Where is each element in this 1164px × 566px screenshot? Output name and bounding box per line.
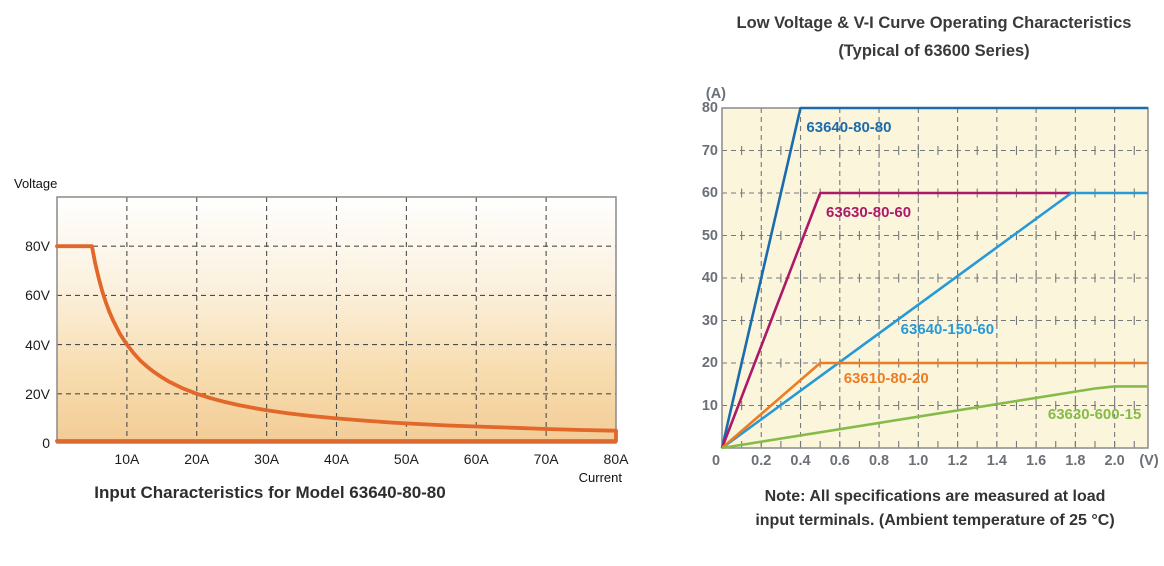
vi-line-63630-80-60 [720,191,1072,449]
vi-line-label-63630-600-15: 63630-600-15 [1048,406,1141,423]
left-x-tick: 60A [463,451,489,467]
right-y-tick: 20 [701,355,718,371]
vi-line-63640-80-80 [720,106,1148,449]
left-chart-caption: Input Characteristics for Model 63640-80… [94,483,446,502]
vi-line-63630-600-15 [721,385,1148,450]
right-chart-y-axis-unit: (A) [705,86,726,102]
left-y-tick: 80V [25,238,50,255]
right-x-tick: 0.4 [790,453,811,469]
left-x-tick: 10A [114,451,140,467]
left-chart-x-axis-title: Current [578,470,622,485]
left-x-tick: 20A [184,451,210,467]
right-y-tick: 70 [701,142,718,159]
left-y-tick: 0 [42,435,50,451]
right-x-tick: 1.0 [908,453,929,469]
vi-line-label-63630-80-60: 63630-80-60 [826,204,911,221]
left-y-tick: 60V [25,287,50,304]
right-x-tick: 1.8 [1065,453,1086,469]
vi-line-label-63610-80-20: 63610-80-20 [844,370,929,387]
left-x-tick: 30A [254,451,280,467]
right-chart-title-line1: Low Voltage & V-I Curve Operating Charac… [736,14,1132,32]
vi-line-label-63640-80-80: 63640-80-80 [806,119,891,136]
right-x-tick: 0.6 [829,453,850,469]
left-y-tick: 20V [25,385,50,402]
vi-line-63610-80-20 [721,361,1148,449]
right-chart-x-axis-unit: (V) [1139,453,1159,469]
right-x-tick: 2.0 [1104,453,1125,469]
right-y-tick: 80 [701,100,718,116]
left-chart-plot [55,196,618,444]
right-x-tick: 1.2 [947,453,968,469]
right-x-tick: 1.6 [1026,453,1047,469]
right-chart-note-line1: Note: All specifications are measured at… [764,488,1106,505]
right-y-tick: 30 [701,312,718,329]
left-y-tick: 40V [25,336,50,353]
left-x-tick: 80A [603,451,629,467]
vi-line-label-63640-150-60: 63640-150-60 [901,321,994,338]
right-x-tick: 0.8 [868,453,890,469]
right-y-tick: 10 [701,397,718,414]
right-chart-plot: 63640-80-80 63630-80-60 63640-150-60 63610-… [720,106,1149,450]
left-x-tick: 40A [324,451,349,467]
right-chart-title-line2: (Typical of 63600 Series) [838,42,1030,60]
right-x-tick: 0 [711,453,721,469]
right-x-tick: 1.4 [986,453,1007,469]
left-chart-y-axis-title: Voltage [14,176,58,191]
left-x-tick: 70A [533,451,559,467]
left-x-tick: 50A [393,451,419,467]
right-y-tick: 50 [701,227,718,244]
right-chart-note-line2: input terminals. (Ambient temperature of… [755,512,1115,529]
left-curve-operating-boundary-63640-80-80 [55,244,618,443]
right-x-tick: 0.2 [751,453,772,469]
right-y-tick: 40 [701,270,718,286]
right-y-tick: 60 [701,185,718,201]
